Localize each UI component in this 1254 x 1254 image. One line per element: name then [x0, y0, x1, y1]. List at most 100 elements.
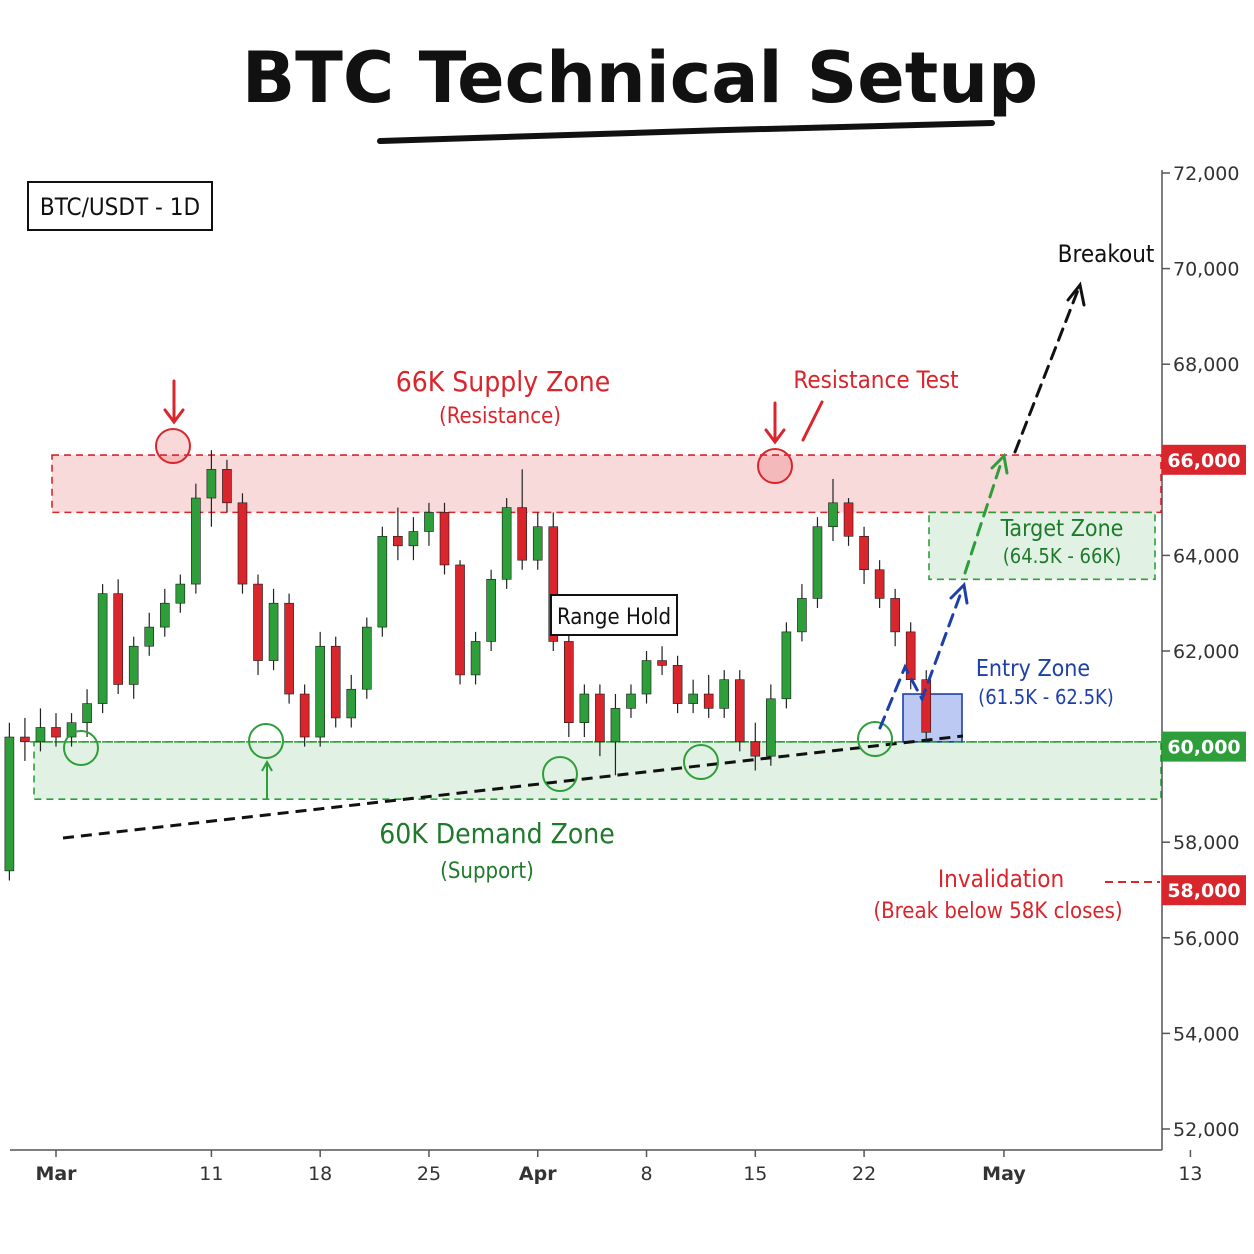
candle	[237, 493, 248, 594]
candle	[455, 560, 465, 685]
candle-body	[672, 665, 683, 704]
candle-body	[750, 741, 761, 757]
candle-body	[128, 645, 139, 685]
x-tick-label: 18	[308, 1163, 332, 1185]
candle-body	[470, 641, 481, 676]
up-arrow-icon	[261, 759, 273, 800]
candle	[734, 670, 745, 752]
down-arrow-icon	[764, 401, 786, 445]
support-touch-4	[683, 744, 719, 780]
candle	[517, 469, 528, 570]
candle	[315, 631, 325, 747]
candle	[299, 684, 310, 747]
entry-zone-range: (61.5K - 62.5K)	[978, 685, 1114, 709]
candle-body	[51, 727, 61, 738]
candle	[361, 617, 372, 699]
candle-body	[626, 693, 636, 709]
candle-body	[377, 535, 388, 628]
candle-body	[719, 679, 730, 709]
resistance-arrows	[163, 379, 824, 445]
candle	[828, 478, 838, 542]
candle-body	[113, 593, 123, 685]
resistance-touch-1	[155, 428, 191, 464]
candle	[284, 593, 294, 704]
candle-body	[874, 569, 885, 599]
resistance-touch-2	[757, 448, 793, 484]
candle	[610, 694, 621, 776]
candle	[408, 517, 419, 561]
y-tick-label: 70,000	[1173, 259, 1239, 281]
candle	[377, 526, 388, 637]
candle-body	[595, 693, 605, 743]
candle-body	[237, 502, 248, 585]
candle	[35, 708, 46, 752]
candle	[843, 498, 854, 546]
price-tag	[1162, 731, 1246, 762]
candle	[346, 674, 357, 728]
x-tick-label: 13	[1178, 1163, 1202, 1185]
candle	[175, 574, 186, 613]
x-tick-label: May	[982, 1163, 1026, 1185]
candle-body	[890, 598, 900, 633]
candle	[268, 588, 279, 671]
candle	[797, 584, 807, 642]
projection-paths	[878, 281, 1086, 730]
candle-body	[175, 583, 186, 604]
candle-body	[191, 497, 201, 585]
candle	[51, 713, 61, 747]
candle	[206, 450, 217, 527]
candle-body	[610, 708, 621, 743]
x-tick-label: 22	[852, 1163, 876, 1185]
y-tick-label: 52,000	[1173, 1119, 1239, 1141]
candle-body	[330, 645, 341, 719]
entry-arrow-icon	[949, 581, 969, 605]
candle	[657, 646, 667, 675]
x-tick-label: 25	[417, 1163, 441, 1185]
supply-zone-band	[51, 454, 1162, 514]
candle	[501, 498, 512, 589]
candle-body	[424, 512, 434, 532]
candle-body	[284, 602, 294, 695]
candle-body	[859, 535, 869, 571]
candle	[253, 574, 263, 675]
candle-body	[843, 502, 854, 537]
candle	[424, 502, 434, 546]
range-hold-label: Range Hold	[557, 605, 671, 630]
candle-body	[346, 688, 357, 719]
supply-zone-sub: (Resistance)	[439, 404, 561, 429]
candle	[719, 670, 730, 718]
target-zone-label: Target Zone	[1000, 516, 1124, 542]
candle-body	[657, 660, 667, 666]
candle-body	[206, 469, 217, 499]
candle	[128, 636, 139, 699]
price-tag-label: 60,000	[1167, 737, 1240, 759]
candle	[66, 713, 77, 747]
range-hold-box	[550, 594, 678, 636]
candle-body	[532, 526, 543, 561]
support-touch-1	[63, 730, 99, 766]
candle	[874, 560, 885, 608]
support-touch-2	[248, 723, 284, 759]
candle	[641, 651, 652, 704]
candle	[672, 655, 683, 714]
candle-body	[20, 736, 30, 743]
candle	[750, 722, 761, 771]
candle	[486, 569, 496, 651]
candle-body	[703, 693, 714, 709]
candle	[222, 459, 232, 513]
candle-body	[548, 526, 559, 642]
support-touch-3	[542, 756, 578, 792]
candle-body	[315, 645, 325, 738]
candle	[144, 612, 155, 656]
candle-body	[579, 693, 590, 724]
candle-body	[781, 631, 792, 700]
candle	[97, 584, 108, 714]
rising-trendline	[62, 734, 964, 840]
candle-body	[501, 507, 512, 580]
candle-body	[439, 512, 450, 566]
demand-zone-label: 60K Demand Zone	[379, 817, 615, 850]
y-tick-label: 62,000	[1173, 641, 1239, 663]
symbol-label: BTC/USDT - 1D	[40, 193, 200, 221]
candle	[595, 684, 605, 757]
x-axis: Mar 11 18 25 Apr 8 15 22 May 13	[35, 1150, 1203, 1185]
